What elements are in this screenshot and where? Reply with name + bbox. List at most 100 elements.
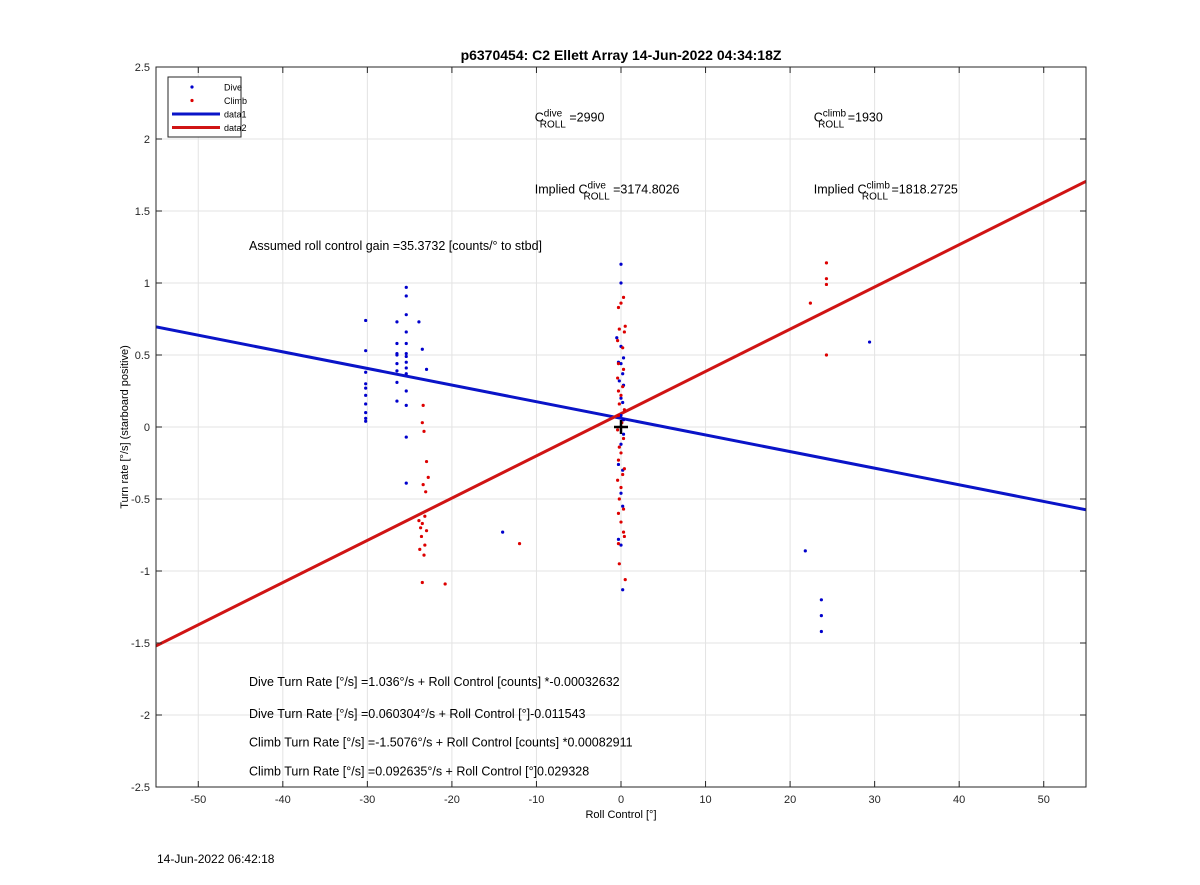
point-climb — [617, 327, 621, 331]
point-dive — [404, 341, 408, 346]
point-climb — [621, 507, 626, 511]
point-climb — [621, 472, 625, 477]
point-climb — [424, 459, 429, 464]
point-dive — [619, 543, 623, 547]
point-dive — [395, 369, 399, 373]
point-climb — [423, 514, 427, 518]
point-climb — [824, 282, 829, 287]
annotation-c-roll-dive: Cdive ROLL =2990 — [535, 109, 605, 131]
x-tick-label: 20 — [784, 794, 796, 806]
point-climb — [616, 458, 621, 462]
point-dive — [404, 294, 408, 298]
point-dive — [621, 418, 626, 422]
y-tick-label: 0.5 — [135, 350, 150, 362]
legend: Dive Climb data1 data2 — [167, 76, 247, 138]
point-dive — [404, 403, 408, 407]
point-dive — [819, 629, 823, 634]
point-dive — [395, 353, 399, 357]
point-dive — [819, 598, 823, 602]
point-dive — [404, 372, 408, 376]
x-tick-label: 50 — [1038, 794, 1050, 806]
point-dive — [364, 318, 368, 323]
legend-label: data1 — [224, 110, 247, 120]
point-dive — [619, 413, 623, 418]
point-climb — [619, 451, 623, 455]
x-tick-label: -10 — [529, 794, 545, 806]
point-climb — [617, 402, 621, 406]
y-tick-label: -1 — [140, 566, 150, 578]
point-climb — [616, 376, 620, 380]
annotation-c-roll-climb: Cclimb ROLL =1930 — [814, 109, 883, 131]
point-climb — [808, 301, 812, 305]
point-climb — [443, 582, 447, 586]
x-tick-label: 0 — [618, 794, 624, 806]
point-climb — [824, 277, 829, 281]
point-climb — [622, 408, 626, 412]
annotation-implied-climb: Implied Cclimb ROLL =1818.2725 — [814, 181, 958, 203]
legend-label: Dive — [224, 83, 242, 93]
point-climb — [616, 305, 621, 310]
point-climb — [616, 542, 621, 546]
fit-line-data2 — [156, 180, 1086, 648]
annotation-gain: Assumed roll control gain =35.3732 [coun… — [249, 239, 542, 253]
point-climb — [417, 519, 421, 523]
point-dive — [424, 367, 429, 371]
annotation-climb-deg: Climb Turn Rate [°/s] =0.092635°/s + Rol… — [249, 764, 589, 778]
point-dive — [621, 400, 625, 405]
point-climb — [619, 301, 623, 305]
point-climb — [617, 445, 621, 449]
point-climb — [619, 520, 623, 524]
point-dive — [616, 462, 621, 467]
legend-marker-dive — [190, 85, 194, 89]
chart-title: p6370454: C2 Ellett Array 14-Jun-2022 04… — [461, 47, 782, 63]
point-dive — [420, 347, 424, 351]
y-tick-label: -1.5 — [131, 638, 150, 650]
point-climb — [616, 362, 621, 366]
x-tick-label: -30 — [359, 794, 375, 806]
point-dive — [404, 389, 408, 393]
point-climb — [621, 385, 625, 389]
point-dive — [803, 549, 807, 553]
fit-lines — [156, 180, 1086, 648]
legend-label: Climb — [224, 96, 247, 106]
point-dive — [404, 285, 408, 289]
y-tick-label: -2 — [140, 710, 150, 722]
print-timestamp: 14-Jun-2022 06:42:18 — [157, 852, 275, 866]
point-climb — [421, 403, 425, 407]
point-dive — [395, 341, 399, 346]
fit-line-data1 — [156, 325, 1086, 512]
point-dive — [364, 370, 368, 374]
point-dive — [395, 362, 399, 366]
point-climb — [622, 467, 626, 471]
point-climb — [621, 530, 626, 534]
x-tick-label: 30 — [869, 794, 881, 806]
point-dive — [619, 396, 623, 400]
point-dive — [501, 530, 505, 534]
point-climb — [420, 580, 424, 585]
point-dive — [621, 372, 625, 376]
point-dive — [621, 356, 626, 360]
annotation-dive-counts: Dive Turn Rate [°/s] =1.036°/s + Roll Co… — [249, 675, 620, 689]
point-dive — [364, 419, 368, 423]
x-tick-label: 10 — [699, 794, 711, 806]
point-dive — [621, 504, 625, 508]
point-dive — [619, 362, 623, 366]
point-dive — [404, 330, 408, 334]
point-dive — [417, 320, 421, 324]
point-dive — [364, 349, 368, 353]
annotation-implied-dive: Implied Cdive ROLL =3174.8026 — [535, 181, 680, 203]
point-climb — [616, 389, 621, 393]
point-climb — [424, 529, 429, 533]
point-climb — [621, 295, 626, 299]
y-tick-label: -2.5 — [131, 782, 150, 794]
point-dive — [621, 432, 626, 436]
point-dive — [867, 340, 872, 344]
point-dive — [616, 537, 621, 541]
x-tick-label: -20 — [444, 794, 460, 806]
point-dive — [404, 435, 408, 439]
point-climb — [419, 526, 423, 530]
x-tick-label: 40 — [953, 794, 965, 806]
point-climb — [623, 578, 627, 582]
point-dive — [619, 262, 623, 266]
point-dive — [395, 320, 399, 324]
